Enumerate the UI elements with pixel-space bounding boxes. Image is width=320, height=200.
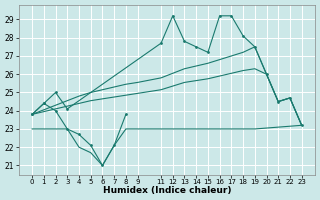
X-axis label: Humidex (Indice chaleur): Humidex (Indice chaleur)	[103, 186, 231, 195]
